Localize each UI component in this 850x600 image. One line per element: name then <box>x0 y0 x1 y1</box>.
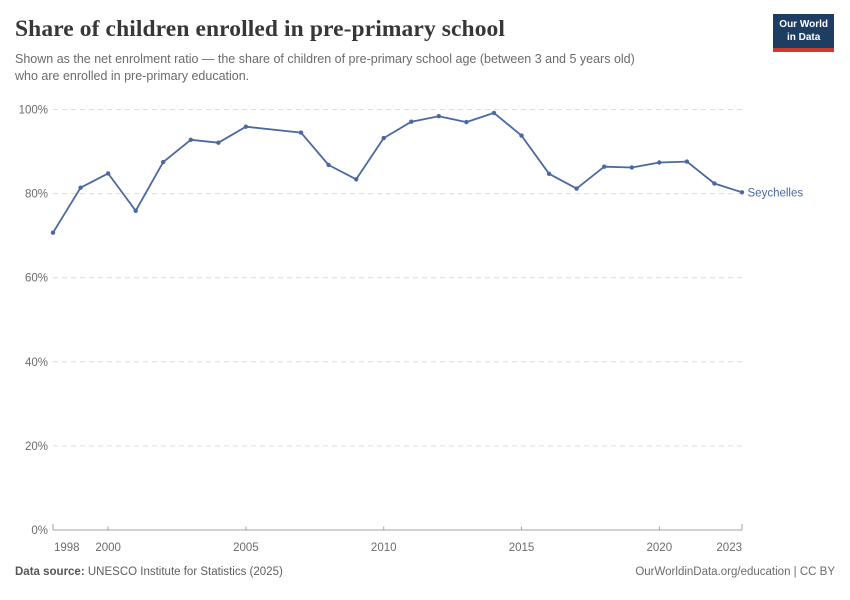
svg-text:2010: 2010 <box>371 542 397 554</box>
entity-label-seychelles[interactable]: Seychelles <box>748 187 804 199</box>
data-point-markers[interactable] <box>50 110 745 235</box>
svg-text:2020: 2020 <box>647 542 673 554</box>
x-axis <box>52 524 743 531</box>
svg-text:100%: 100% <box>19 105 48 117</box>
svg-text:80%: 80% <box>25 189 48 201</box>
owid-logo-line2: in Data <box>786 31 821 43</box>
seychelles-line[interactable] <box>52 112 743 234</box>
page-title: Share of children enrolled in pre-primar… <box>15 16 506 42</box>
data-source-label: Data source: <box>15 566 85 578</box>
owid-logo[interactable]: Our World in Data <box>773 14 834 52</box>
owid-logo-line1: Our World <box>779 19 828 30</box>
svg-text:60%: 60% <box>25 273 48 285</box>
y-axis-labels: 0% 20% 40% 60% 80% 100% <box>19 105 48 538</box>
chart-subtitle: Shown as the net enrolment ratio — the s… <box>15 51 635 84</box>
chart-footer: Data source: UNESCO Institute for Statis… <box>15 566 835 578</box>
y-gridlines <box>53 109 742 447</box>
svg-text:0%: 0% <box>31 525 48 537</box>
data-source-value: UNESCO Institute for Statistics (2025) <box>87 566 283 578</box>
chart-subtitle-line2: who are enrolled in pre-primary educatio… <box>15 68 250 83</box>
svg-text:2023: 2023 <box>716 542 742 554</box>
svg-text:2015: 2015 <box>509 542 535 554</box>
chart-subtitle-line1: Shown as the net enrolment ratio — the s… <box>15 52 635 66</box>
x-axis-labels: 1998 2000 2005 2010 2015 2020 2023 <box>54 542 742 554</box>
svg-text:1998: 1998 <box>54 542 80 554</box>
svg-text:2000: 2000 <box>95 542 121 554</box>
footer-rights-link[interactable]: OurWorldinData.org/education | CC BY <box>635 566 835 578</box>
data-source: Data source: UNESCO Institute for Statis… <box>15 566 283 578</box>
svg-text:20%: 20% <box>25 441 48 453</box>
svg-text:40%: 40% <box>25 357 48 369</box>
svg-text:2005: 2005 <box>233 542 259 554</box>
